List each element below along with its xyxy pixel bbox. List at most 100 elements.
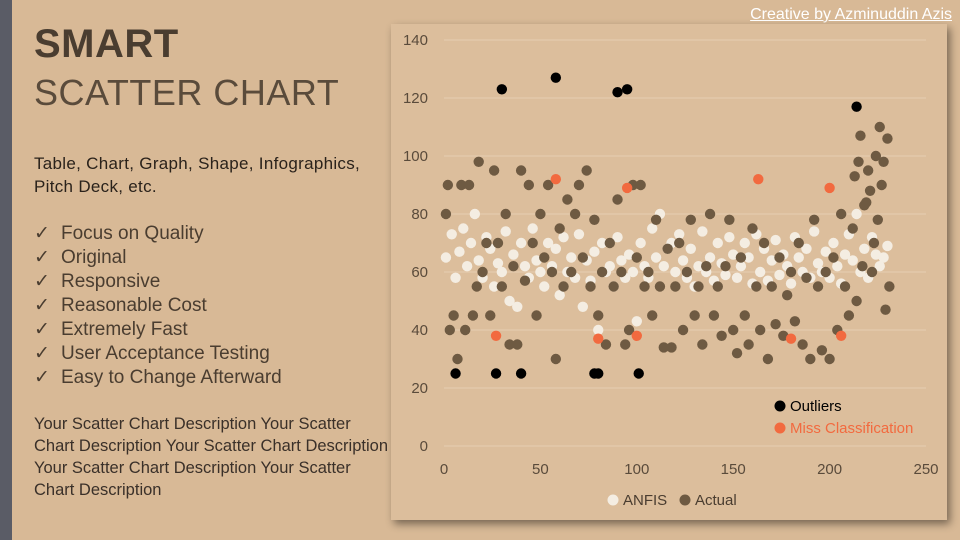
check-icon: ✓ (34, 247, 50, 268)
point-anfis (874, 261, 885, 272)
point-miss-classification (785, 333, 797, 344)
point-actual (872, 214, 883, 225)
point-actual (452, 353, 463, 365)
point-anfis (851, 208, 862, 220)
feature-label: Extremely Fast (61, 319, 188, 340)
point-anfis (454, 246, 465, 257)
point-anfis (704, 252, 716, 263)
x-tick-label: 200 (817, 461, 842, 478)
point-anfis (577, 301, 589, 312)
point-actual (608, 281, 619, 292)
point-actual (550, 353, 562, 365)
point-actual (670, 281, 681, 292)
point-actual (864, 185, 876, 196)
point-actual (662, 243, 673, 254)
y-tick-label: 120 (403, 90, 428, 107)
point-actual (554, 223, 565, 234)
feature-item: ✓ Original (34, 246, 282, 270)
point-anfis (774, 269, 785, 281)
point-anfis (566, 252, 577, 263)
point-miss-classification (631, 330, 642, 341)
point-anfis (793, 252, 804, 263)
y-tick-label: 20 (411, 380, 428, 397)
point-actual (639, 281, 650, 292)
point-actual (839, 281, 851, 292)
point-actual (704, 208, 716, 220)
point-miss-classification (593, 333, 604, 344)
point-actual (828, 252, 839, 263)
point-actual (758, 237, 770, 249)
y-tick-label: 60 (411, 264, 428, 281)
point-anfis (488, 281, 500, 292)
point-actual (558, 281, 569, 292)
point-actual (471, 281, 482, 292)
point-outliers (633, 368, 644, 379)
point-actual (643, 266, 654, 278)
point-anfis (658, 261, 669, 272)
point-actual (512, 339, 523, 350)
point-anfis (465, 237, 477, 249)
point-anfis (469, 208, 481, 220)
point-actual (728, 324, 739, 336)
y-tick-label: 80 (411, 206, 428, 223)
point-actual (805, 353, 816, 365)
point-actual (566, 266, 577, 278)
point-actual (581, 165, 592, 176)
side-accent-bar (0, 0, 12, 540)
point-anfis (519, 261, 531, 272)
point-actual (816, 345, 828, 356)
point-actual (789, 316, 801, 327)
point-actual (600, 339, 612, 350)
point-anfis (612, 232, 623, 243)
point-anfis (801, 243, 812, 254)
point-actual (853, 156, 864, 167)
point-actual (785, 266, 797, 278)
point-anfis (670, 266, 681, 278)
point-anfis (440, 252, 452, 263)
point-actual (766, 281, 777, 292)
point-anfis (631, 316, 642, 327)
legend-marker (774, 400, 786, 412)
point-actual (685, 214, 696, 225)
point-actual (596, 266, 608, 278)
point-actual (612, 194, 623, 205)
point-actual (485, 310, 496, 321)
chart-panel: 0 20 40 60 80 100 120 140 0 50 100 150 200 250 Outlie… (391, 24, 947, 520)
point-anfis (770, 234, 781, 246)
point-anfis (731, 272, 743, 283)
point-anfis (527, 223, 538, 234)
point-anfis (735, 261, 747, 272)
point-anfis (712, 237, 723, 249)
point-actual (861, 197, 872, 208)
point-anfis (724, 232, 735, 243)
point-anfis (604, 261, 616, 272)
point-actual (504, 339, 515, 350)
point-actual (515, 165, 527, 176)
point-actual (716, 330, 727, 341)
point-actual (577, 252, 589, 263)
point-actual (862, 165, 874, 176)
point-actual (857, 261, 868, 272)
point-anfis (808, 226, 820, 237)
point-actual (589, 214, 600, 225)
credit-link[interactable]: Creative by Azminuddin Azis (750, 6, 952, 23)
point-anfis (754, 266, 766, 278)
point-outliers (612, 87, 623, 98)
point-actual (463, 179, 475, 191)
point-actual (878, 156, 889, 167)
point-actual (488, 165, 500, 176)
point-actual (801, 272, 812, 283)
feature-label: Responsive (61, 271, 161, 292)
point-actual (849, 171, 860, 182)
feature-label: Focus on Quality (61, 223, 204, 244)
point-outliers (450, 368, 461, 379)
point-actual (770, 319, 781, 330)
point-anfis (535, 266, 546, 278)
point-anfis (635, 237, 646, 249)
legend-label: Outliers (790, 398, 842, 415)
y-tick-label: 100 (403, 148, 428, 165)
legend-label: ANFIS (623, 492, 667, 509)
point-anfis (685, 243, 696, 254)
point-anfis (693, 261, 704, 272)
